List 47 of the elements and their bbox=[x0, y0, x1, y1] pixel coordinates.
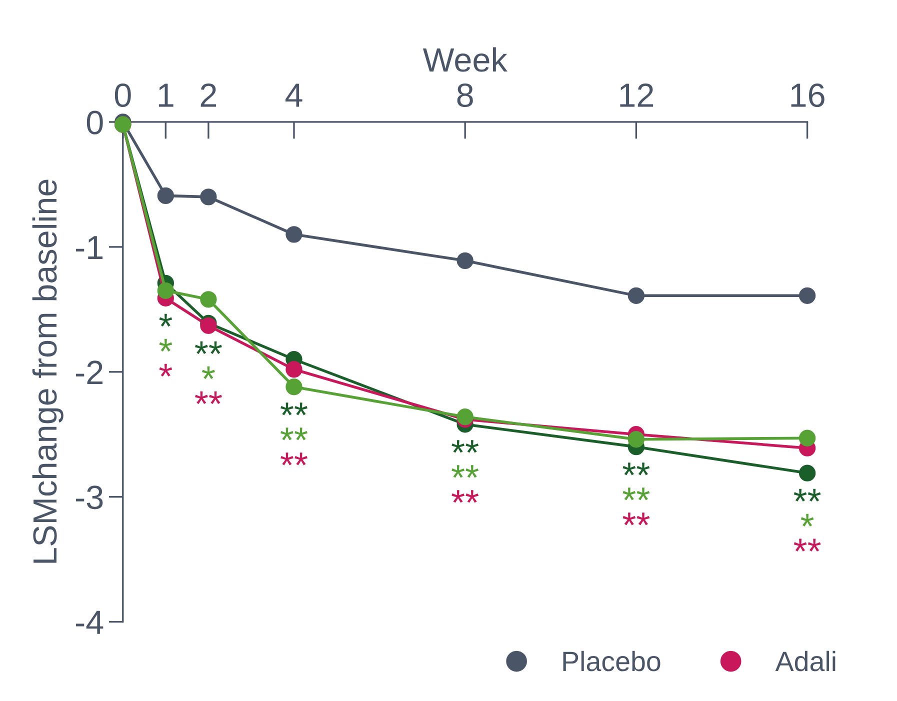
point bbox=[456, 252, 474, 270]
point bbox=[200, 188, 217, 206]
annotation: ** bbox=[794, 538, 821, 552]
point bbox=[286, 361, 302, 378]
annotation: ** bbox=[280, 402, 308, 416]
annotation: ** bbox=[794, 488, 821, 502]
annotation: ** bbox=[622, 512, 650, 526]
point bbox=[200, 291, 217, 308]
point bbox=[286, 226, 302, 243]
point bbox=[286, 378, 302, 396]
annotation: * bbox=[159, 314, 172, 327]
annotation: * bbox=[159, 338, 172, 352]
annotation: ** bbox=[194, 391, 222, 404]
x-tick-label: 0 bbox=[114, 83, 131, 108]
y-tick-label: -4 bbox=[76, 610, 104, 634]
point bbox=[798, 430, 816, 446]
x-tick-label: 16 bbox=[791, 83, 824, 108]
y-tick-label: -1 bbox=[76, 236, 103, 260]
y-tick-label: 0 bbox=[86, 110, 103, 134]
point bbox=[157, 282, 174, 299]
annotation: * bbox=[202, 366, 215, 380]
x-tick-label: 1 bbox=[158, 84, 174, 107]
annotation: * bbox=[159, 364, 172, 377]
annotation: ** bbox=[452, 490, 479, 503]
point bbox=[628, 431, 645, 448]
y-axis-title: LSMchange from baseline bbox=[32, 180, 64, 563]
annotation: ** bbox=[622, 462, 650, 476]
legend-label: Placebo bbox=[563, 650, 660, 672]
point bbox=[628, 287, 645, 304]
legend-label: Adali bbox=[775, 650, 836, 672]
point bbox=[798, 464, 816, 482]
annotation: ** bbox=[622, 488, 650, 500]
annotation: ** bbox=[452, 440, 479, 453]
annotation: ** bbox=[280, 428, 308, 440]
annotation: ** bbox=[280, 452, 308, 466]
x-tick-label: 12 bbox=[620, 83, 654, 107]
x-axis-title: Week bbox=[422, 47, 508, 72]
y-tick-label: -3 bbox=[76, 486, 103, 510]
annotation: * bbox=[800, 514, 814, 526]
point bbox=[157, 187, 174, 204]
x-tick-label: 4 bbox=[285, 84, 302, 107]
x-tick-label: 8 bbox=[457, 83, 473, 108]
annotation: ** bbox=[452, 465, 479, 478]
y-tick-label: -2 bbox=[76, 360, 102, 384]
point bbox=[798, 287, 816, 304]
annotation: ** bbox=[194, 341, 222, 354]
x-tick-label: 2 bbox=[200, 83, 216, 107]
